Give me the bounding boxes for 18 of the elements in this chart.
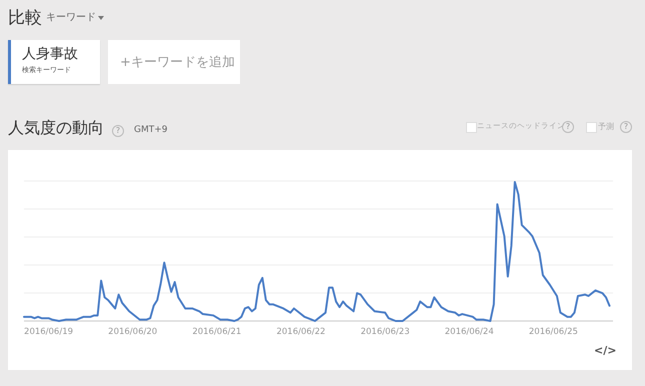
text: 人身事故 (22, 45, 78, 63)
x-tick-label: 2016/06/23 (360, 327, 410, 337)
text: </> (594, 344, 616, 357)
text: +キーワードを追加 (120, 54, 235, 71)
x-tick-label: 2016/06/20 (108, 327, 158, 337)
text: 予測 (598, 121, 614, 132)
text: ? (112, 125, 124, 137)
x-tick-label: 2016/06/22 (276, 327, 326, 337)
text: 比較 (8, 7, 42, 29)
text: ? (620, 121, 632, 133)
x-tick-label: 2016/06/25 (528, 327, 578, 337)
x-tick-label: 2016/06/19 (24, 327, 74, 337)
x-tick-label: 2016/06/24 (444, 327, 494, 337)
chart-title: 人気度の動向 (8, 118, 104, 139)
x-tick-label: 2016/06/21 (192, 327, 242, 337)
text: キーワード (46, 11, 96, 24)
text: ? (566, 122, 570, 131)
chart-subtitle: GMT+9 (134, 125, 168, 135)
